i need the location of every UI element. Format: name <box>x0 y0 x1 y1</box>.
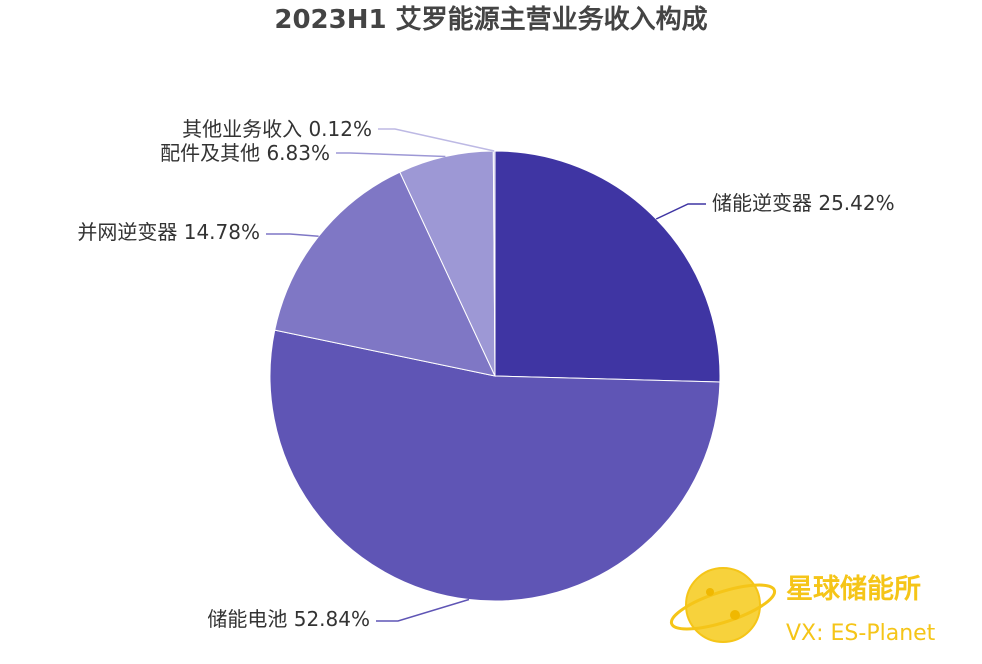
slice-label: 储能电池 52.84% <box>207 607 370 631</box>
pie-slices <box>269 150 721 602</box>
watermark-sub: VX: ES-Planet <box>786 621 936 646</box>
watermark-name: 星球储能所 <box>786 573 921 605</box>
slice-label: 并网逆变器 14.78% <box>77 220 260 244</box>
watermark: 星球储能所 VX: ES-Planet <box>669 567 936 646</box>
leader-line <box>378 128 495 152</box>
slice-label: 配件及其他 6.83% <box>160 141 330 165</box>
leader-line <box>376 598 470 622</box>
leader-line <box>655 203 706 220</box>
slice-labels: 储能逆变器 25.42% 储能电池 52.84% 并网逆变器 14.78% 配件及其他… <box>77 117 894 631</box>
leader-line <box>336 152 446 158</box>
planet-icon <box>669 567 777 643</box>
slice-label: 储能逆变器 25.42% <box>712 191 895 215</box>
chart-title: 2023H1 艾罗能源主营业务收入构成 <box>274 4 707 35</box>
leader-line <box>266 233 319 238</box>
slice-label: 其他业务收入 0.12% <box>182 117 372 141</box>
pie-slice[interactable] <box>494 150 721 383</box>
leader-lines <box>266 128 706 622</box>
pie-slice[interactable] <box>274 171 496 377</box>
